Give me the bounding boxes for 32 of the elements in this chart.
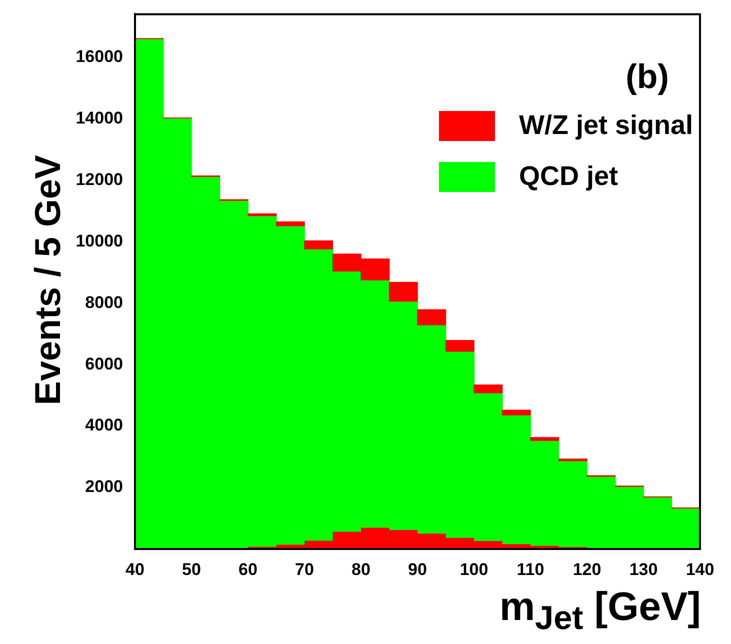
bar — [304, 240, 334, 250]
y-tick-label: 2000 — [85, 477, 123, 496]
legend-label: QCD jet — [518, 161, 618, 192]
y-tick-label: 8000 — [85, 292, 123, 312]
x-tick-label: 70 — [295, 560, 314, 579]
x-tick-label: 120 — [572, 560, 602, 579]
x-tick-label: 80 — [352, 560, 370, 579]
x-axis-title: m$_{Jet}$ [GeV] — [499, 585, 701, 638]
x-tick-label: 130 — [629, 560, 658, 579]
bar — [474, 384, 503, 394]
bar — [417, 309, 446, 326]
x-tick-label: 40 — [126, 560, 144, 579]
annotation: (b) — [626, 58, 669, 97]
y-tick-label: 16000 — [76, 46, 123, 66]
y-tick-label: 10000 — [76, 231, 123, 250]
x-tick-label: 100 — [460, 560, 488, 579]
legend-label: W/Z jet signal — [518, 110, 693, 141]
y-tick-label: 4000 — [85, 416, 123, 435]
x-tick-label: 50 — [182, 560, 201, 579]
y-tick-label: 12000 — [76, 170, 123, 189]
y-tick-label: 6000 — [85, 354, 123, 374]
bar — [445, 340, 474, 352]
y-axis-title: Events / 5 GeV — [27, 154, 69, 406]
bar — [502, 410, 531, 416]
x-tick-label: 140 — [686, 560, 714, 579]
y-tick-label: 14000 — [76, 108, 123, 128]
bar — [558, 458, 588, 462]
x-tick-label: 60 — [238, 560, 258, 579]
bar — [530, 437, 560, 441]
x-tick-label: 90 — [408, 560, 427, 579]
x-tick-label: 110 — [516, 560, 544, 579]
bar — [276, 221, 305, 226]
